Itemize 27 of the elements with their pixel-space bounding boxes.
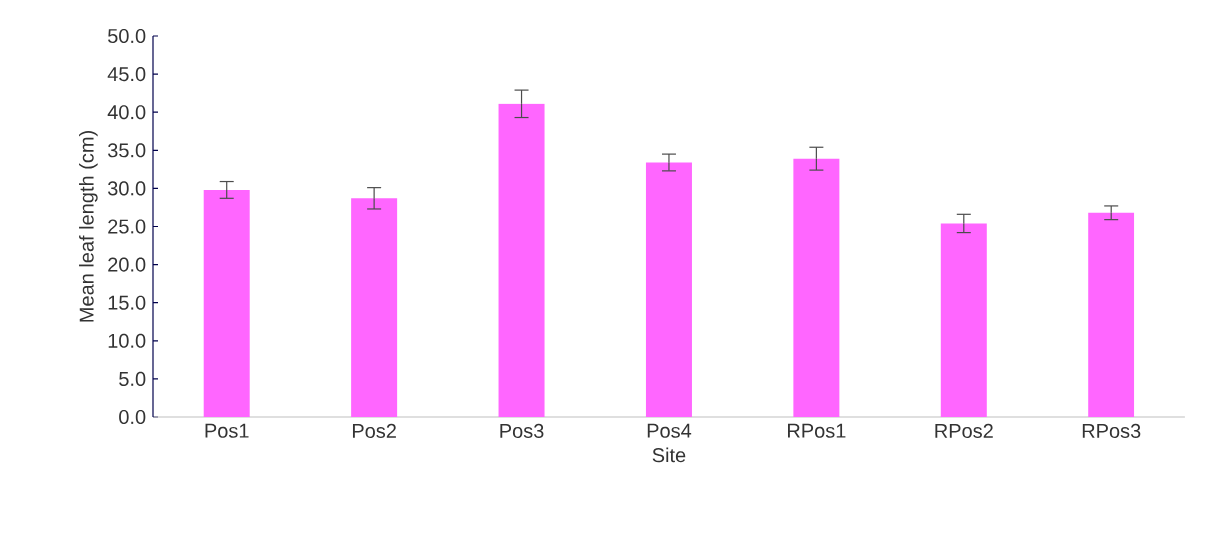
bar [498,103,545,417]
bar [351,198,398,417]
bar [645,162,692,417]
x-tick-label: Pos2 [352,423,396,439]
x-tick-label: RPos2 [935,423,993,439]
y-tick-label: 30.0 [107,181,146,196]
y-axis-title: Mean leaf length (cm) [79,131,98,322]
y-tick-label: 40.0 [107,105,146,120]
y-tick-label: 15.0 [108,295,146,310]
y-tick-label: 0.0 [119,409,146,425]
x-axis-title: Site [652,447,686,463]
bar [940,223,987,417]
bar [1088,212,1135,417]
x-tick-label: Pos4 [647,423,692,438]
x-tick-label: Pos3 [500,423,544,439]
x-tick-label: Pos1 [205,423,249,438]
y-tick-label: 45.0 [107,67,146,82]
bar [203,189,250,417]
y-tick-label: 20.0 [108,257,146,272]
x-tick-label: RPos1 [788,423,846,438]
y-tick-label: 25.0 [108,219,146,234]
x-tick-label: RPos3 [1082,423,1141,439]
y-tick-label: 50.0 [108,28,146,44]
y-tick-label: 35.0 [107,143,146,158]
bar [793,158,840,417]
y-tick-label: 5.0 [119,371,146,386]
y-tick-label: 10.0 [108,333,146,348]
